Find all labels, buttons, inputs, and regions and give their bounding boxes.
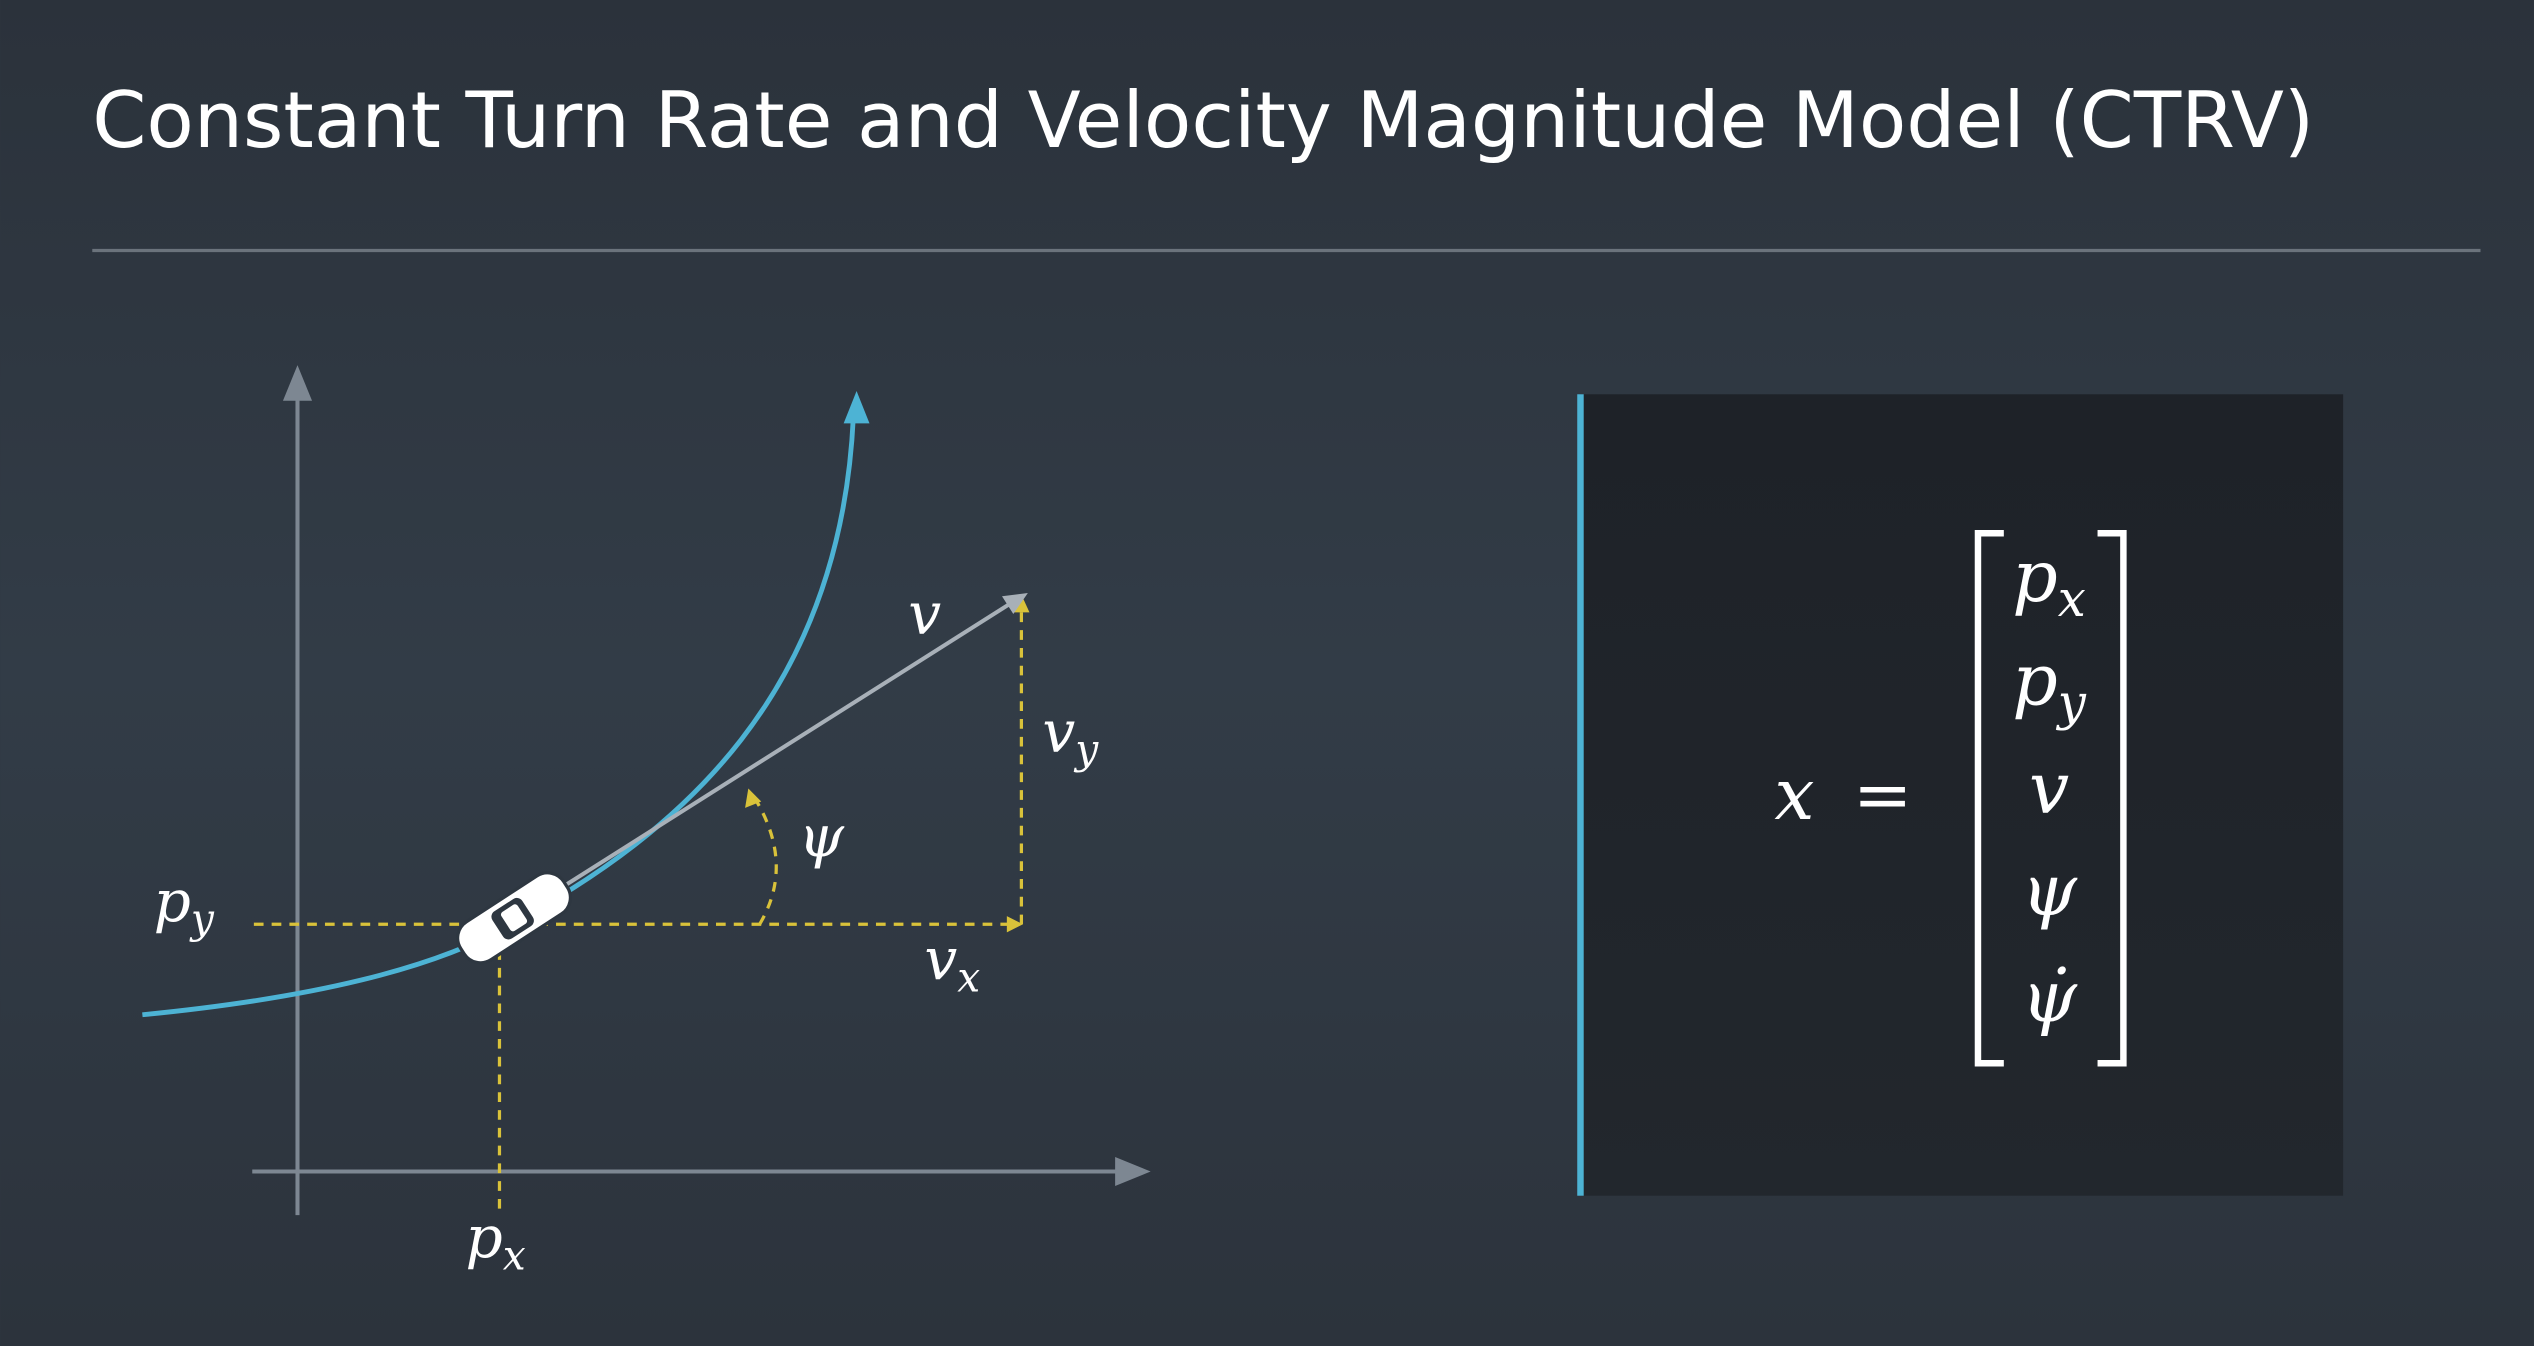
label-base: p (2012, 639, 2058, 722)
math-label: v (2029, 747, 2069, 830)
label-subscript: y (189, 895, 215, 943)
label-subscript: x (503, 1231, 526, 1279)
label-base: v (924, 925, 957, 993)
math-label: py (2012, 639, 2087, 732)
label-subscript: y (2056, 673, 2087, 731)
state-panel (1580, 394, 2344, 1196)
trajectory-arrowhead (843, 391, 870, 424)
slide-title: Constant Turn Rate and Velocity Magnitud… (92, 76, 2314, 166)
label-base: v (908, 579, 941, 647)
math-label: vy (1042, 697, 1099, 773)
guides (253, 610, 1024, 1209)
label-subscript: y (1073, 726, 1099, 774)
axes (252, 365, 1151, 1216)
math-label: ψ (2021, 849, 2078, 932)
math-label: px (466, 1203, 526, 1279)
velocity-arrowhead (1002, 593, 1028, 615)
car (456, 871, 573, 965)
math-label: py (154, 867, 215, 943)
label-base: p (2012, 535, 2058, 618)
label-base: v (1042, 697, 1075, 765)
state-lhs: x (1774, 753, 1814, 836)
label-base: ψ̇ (2021, 955, 2078, 1038)
label-base: ψ (798, 802, 845, 870)
math-label: px (2012, 535, 2086, 628)
label-subscript: x (2058, 570, 2086, 628)
equals-sign: = (1853, 753, 1913, 836)
label-subscript: x (957, 953, 980, 1001)
matrix-brackets (1974, 529, 2127, 1067)
math-label: ψ̇ (2021, 955, 2078, 1038)
math-label: v (908, 579, 941, 647)
panel-accent (1577, 394, 1584, 1196)
math-label: ψ (798, 802, 845, 870)
label-base: ψ (2021, 849, 2078, 932)
velocity-vector (548, 601, 1013, 897)
math-label: vx (924, 925, 980, 1001)
label-base: v (2029, 747, 2069, 830)
label-base: p (466, 1203, 503, 1271)
label-base: p (154, 867, 191, 935)
